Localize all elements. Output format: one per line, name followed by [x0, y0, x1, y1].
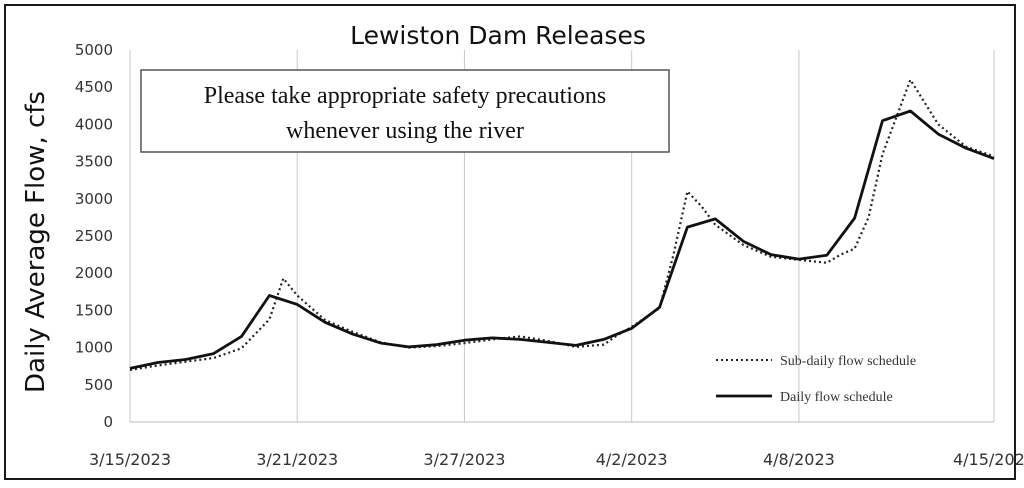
chart-title: Lewiston Dam Releases — [350, 21, 646, 50]
y-tick-label: 5000 — [75, 41, 113, 59]
y-tick-label: 3000 — [75, 190, 113, 208]
annotation-line-2: whenever using the river — [286, 118, 524, 144]
annotation-line-1: Please take appropriate safety precautio… — [204, 83, 607, 109]
y-tick-labels: 0 500 1000 1500 2000 2500 3000 3500 4000 4500 5000 — [75, 41, 113, 431]
x-tick-label: 4/2/2023 — [596, 450, 668, 469]
x-tick-labels: 3/15/2023 3/21/2023 3/27/2023 4/2/2023 4/8/2… — [89, 450, 1024, 469]
legend: Sub-daily flow schedule Daily flow sched… — [716, 354, 916, 405]
series-lines — [129, 78, 995, 371]
x-tick-label: 3/21/2023 — [256, 450, 338, 469]
y-tick-label: 4500 — [75, 78, 113, 96]
y-tick-label: 2500 — [75, 227, 113, 245]
y-tick-label: 1500 — [75, 301, 113, 319]
x-tick-label: 4/15/2023 — [953, 450, 1024, 469]
x-tick-label: 3/15/2023 — [89, 450, 171, 469]
y-tick-label: 2000 — [75, 264, 113, 282]
y-axis-label: Daily Average Flow, cfs — [21, 91, 51, 393]
y-tick-label: 4000 — [75, 115, 113, 133]
legend-label-sub-daily: Sub-daily flow schedule — [780, 354, 916, 369]
x-tick-label: 3/27/2023 — [423, 450, 505, 469]
legend-label-daily: Daily flow schedule — [780, 390, 893, 405]
y-tick-label: 0 — [103, 413, 113, 431]
annotation-box: Please take appropriate safety precautio… — [140, 69, 670, 153]
annotation-border — [140, 69, 670, 153]
y-tick-label: 3500 — [75, 153, 113, 171]
y-tick-label: 1000 — [75, 339, 113, 357]
daily-series-line — [129, 109, 995, 370]
y-tick-label: 500 — [84, 376, 113, 394]
x-tick-label: 4/8/2023 — [763, 450, 835, 469]
sub-daily-series-line — [129, 78, 995, 371]
